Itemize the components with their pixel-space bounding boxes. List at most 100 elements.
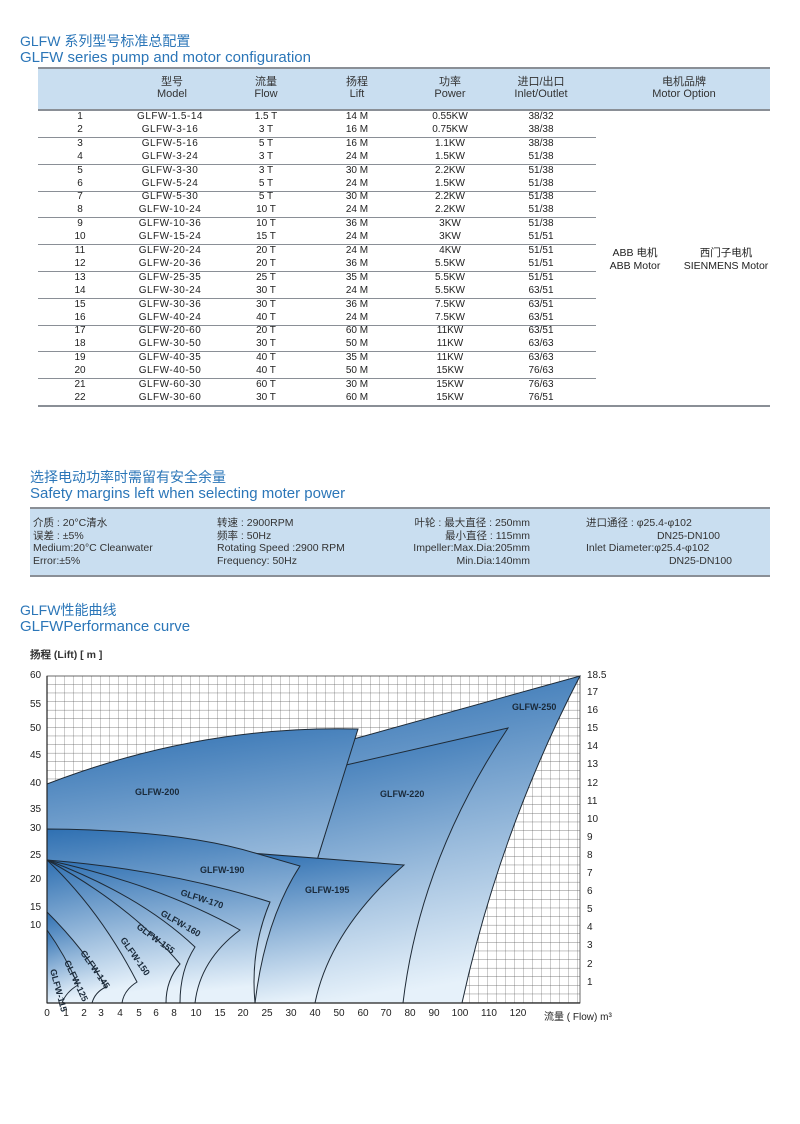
y-tick-left: 15 — [30, 902, 42, 913]
lift-cell: 24 M — [345, 177, 369, 189]
spec-line: 转速 : 2900RPM — [217, 517, 294, 529]
spec-line: Min.Dia:140mm — [456, 554, 530, 567]
inlet-outlet-cell: 38/38 — [528, 137, 554, 149]
y-tick-right: 5 — [587, 904, 593, 916]
power-cell: 0.55KW — [432, 111, 468, 122]
lift-cell: 14 M — [345, 111, 369, 122]
curve-label: GLFW-195 — [305, 885, 349, 895]
inlet-outlet-cell: 63/51 — [528, 298, 554, 310]
inlet-outlet-cell: 63/51 — [528, 284, 554, 296]
x-tick: 50 — [333, 1008, 345, 1019]
power-cell: 3KW — [439, 218, 461, 230]
power-cell: 5.5KW — [434, 284, 465, 296]
flow-cell: 30 T — [256, 284, 276, 296]
row-separator — [38, 217, 596, 219]
row-number: 2 — [77, 124, 83, 135]
model-cell: GLFW-20-60 — [138, 325, 202, 337]
inlet-outlet-cell: 63/63 — [528, 338, 554, 350]
lift-cell: 35 M — [345, 352, 369, 364]
power-cell: 5.5KW — [434, 271, 465, 283]
y-tick-left: 20 — [30, 874, 42, 885]
model-cell: GLFW-40-24 — [138, 311, 202, 323]
x-tick: 100 — [451, 1008, 469, 1019]
flow-cell: 30 T — [256, 392, 276, 403]
spec-line: Error:±5% — [33, 554, 81, 567]
model-cell: GLFW-15-24 — [138, 231, 202, 243]
model-cell: GLFW-30-24 — [138, 284, 202, 296]
model-cell: GLFW-3-16 — [141, 124, 199, 135]
x-tick: 20 — [237, 1008, 249, 1019]
inlet-outlet-cell: 63/51 — [528, 325, 554, 337]
lift-cell: 30 M — [345, 379, 369, 390]
row-separator — [38, 190, 596, 192]
spec-speed: 转速 : 2900RPM 频率 : 50Hz Rotating Speed :2… — [217, 517, 345, 567]
power-cell: 1.5KW — [434, 177, 465, 189]
flow-cell: 40 T — [256, 352, 276, 364]
spec-line: 最小直径 : 115mm — [445, 529, 530, 542]
y-tick-right: 13 — [587, 759, 599, 771]
power-cell: 15KW — [436, 392, 464, 403]
column-header-cn: 进口/出口 — [517, 76, 565, 88]
lift-cell: 30 M — [345, 164, 369, 176]
inlet-outlet-cell: 76/63 — [528, 379, 554, 390]
spec-line: DN25-DN100 — [668, 554, 732, 567]
spec-line: 进口通径 : φ25.4-φ102 — [586, 517, 692, 529]
y-tick-right: 11 — [587, 795, 598, 807]
x-tick: 80 — [404, 1008, 416, 1019]
specs-band — [30, 507, 770, 577]
y-tick-left: 60 — [30, 670, 42, 681]
row-separator — [38, 297, 596, 299]
power-cell: 7.5KW — [434, 311, 465, 323]
flow-cell: 3 T — [258, 124, 274, 135]
spec-line: 误差 : ±5% — [33, 529, 84, 542]
row-number: 8 — [77, 204, 83, 216]
column-header-cn: 扬程 — [346, 76, 368, 88]
spec-medium: 介质 : 20°C清水 误差 : ±5% Medium:20°C Cleanwa… — [33, 517, 153, 567]
row-number: 13 — [74, 271, 86, 283]
row-separator — [38, 163, 596, 165]
row-number: 5 — [77, 164, 83, 176]
x-tick: 25 — [261, 1008, 273, 1019]
y-tick-right: 2 — [587, 958, 593, 970]
row-number: 18 — [74, 338, 86, 350]
spec-line: Rotating Speed :2900 RPM — [217, 542, 345, 554]
power-cell: 15KW — [436, 365, 464, 377]
row-number: 3 — [77, 137, 83, 149]
y-tick-right: 8 — [587, 849, 593, 861]
power-cell: 11KW — [436, 325, 464, 337]
x-tick: 3 — [98, 1008, 104, 1019]
inlet-outlet-cell: 51/51 — [528, 231, 554, 243]
row-number: 4 — [77, 150, 83, 162]
y-tick-right: 10 — [587, 813, 599, 825]
flow-cell: 10 T — [256, 218, 276, 230]
row-number: 6 — [77, 177, 83, 189]
inlet-outlet-cell: 63/63 — [528, 352, 554, 364]
inlet-outlet-cell: 63/51 — [528, 311, 554, 323]
x-tick: 10 — [190, 1008, 202, 1019]
column-header-cn: 功率 — [439, 76, 461, 88]
flow-cell: 1.5 T — [254, 111, 278, 122]
row-number: 16 — [74, 311, 86, 323]
model-cell: GLFW-10-36 — [138, 218, 202, 230]
curve-label: GLFW-220 — [380, 789, 424, 799]
y-tick-right: 12 — [587, 777, 599, 789]
row-number: 7 — [77, 191, 83, 203]
flow-cell: 3 T — [258, 164, 274, 176]
flow-cell: 25 T — [256, 271, 276, 283]
section3-title-en: GLFWPerformance curve — [20, 618, 191, 635]
model-cell: GLFW-5-24 — [141, 177, 199, 189]
x-tick: 40 — [309, 1008, 321, 1019]
inlet-outlet-cell: 51/38 — [528, 150, 554, 162]
row-separator — [38, 378, 596, 380]
lift-cell: 35 M — [345, 271, 369, 283]
column-header-cn: 流量 — [255, 76, 277, 88]
row-number: 11 — [74, 245, 86, 256]
column-header-en: Motor Option — [652, 88, 716, 100]
row-number: 10 — [74, 231, 86, 243]
power-cell: 0.75KW — [432, 124, 468, 135]
y-tick-left: 10 — [30, 920, 42, 931]
column-header: 型号 Model — [132, 76, 212, 100]
inlet-outlet-cell: 76/63 — [528, 365, 554, 377]
